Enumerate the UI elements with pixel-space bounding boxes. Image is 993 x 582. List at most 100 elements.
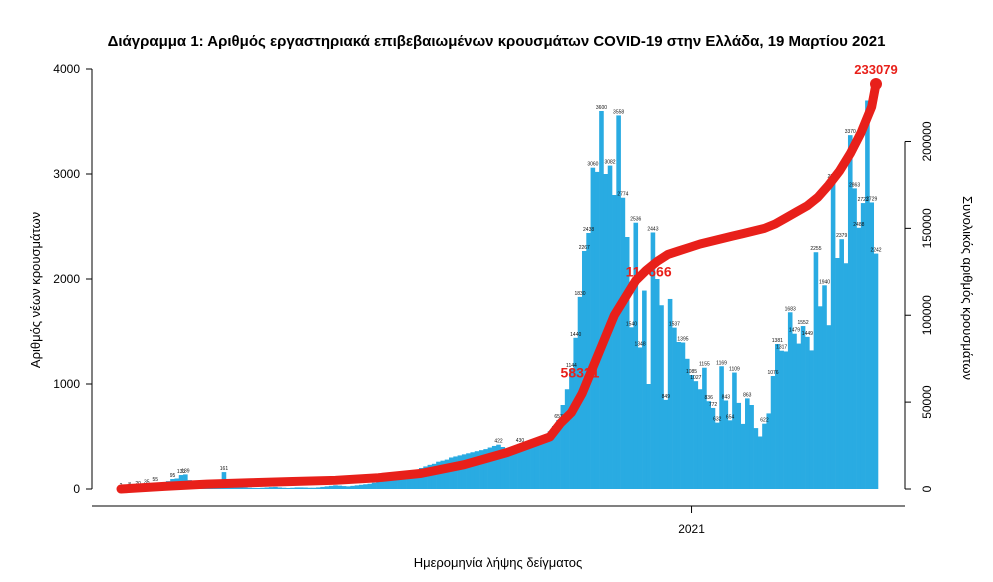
bar-value-label: 1317 — [776, 345, 787, 351]
bar — [783, 351, 789, 489]
bar — [453, 456, 458, 489]
bar — [719, 366, 724, 489]
bar-value-label: 3600 — [596, 105, 607, 111]
bar-value-label: 1830 — [574, 291, 585, 297]
bar — [449, 457, 454, 489]
left-tick-label: 4000 — [53, 62, 80, 76]
bar-value-label: 3558 — [613, 109, 624, 115]
bar — [650, 232, 656, 490]
bar — [723, 400, 729, 489]
bar — [637, 347, 643, 489]
bar-value-label: 1395 — [677, 337, 688, 343]
bar-value-label: 422 — [494, 439, 503, 445]
bar — [517, 443, 523, 489]
bar — [247, 487, 252, 489]
y2-axis-title: Συνολικός αριθμός κρουσμάτων — [960, 196, 975, 380]
bar-value-label: 3082 — [604, 160, 615, 166]
bar — [436, 461, 441, 489]
bar — [749, 405, 754, 489]
bar — [423, 466, 428, 489]
bar — [676, 342, 681, 489]
bar — [431, 463, 437, 489]
bar-value-label: 1540 — [626, 321, 637, 327]
left-tick-label: 0 — [73, 482, 80, 496]
bar — [234, 486, 240, 489]
bar-value-label: 1076 — [767, 370, 778, 376]
bar — [684, 358, 690, 489]
bar — [487, 447, 493, 489]
bar — [251, 487, 257, 489]
bar — [714, 422, 720, 489]
bar — [380, 479, 385, 489]
bar-value-label: 139 — [181, 468, 190, 474]
bar — [320, 486, 325, 489]
bar — [303, 487, 308, 489]
bar — [796, 343, 802, 489]
chart-title: Διάγραμμα 1: Αριθμός εργαστηριακά επιβεβ… — [107, 33, 886, 50]
bar — [509, 448, 514, 489]
bar — [800, 326, 806, 489]
bar — [564, 389, 570, 489]
bar — [740, 423, 746, 489]
bar — [500, 447, 506, 489]
bar — [341, 486, 347, 489]
bar — [401, 474, 407, 489]
bar-value-label: 161 — [220, 466, 229, 472]
bar — [294, 487, 300, 489]
bar — [414, 470, 420, 489]
bar-value-label: 2536 — [630, 217, 641, 223]
bar — [856, 227, 862, 489]
bar — [311, 487, 317, 489]
bar-value-label: 133 — [177, 469, 186, 475]
bar — [286, 487, 291, 489]
bar — [530, 440, 536, 489]
bar — [697, 389, 703, 489]
bar — [526, 441, 531, 489]
bar — [328, 485, 334, 489]
bar-value-label: 55 — [153, 477, 159, 483]
bar — [672, 327, 677, 489]
x-axis: 2021 — [92, 505, 905, 536]
bar — [534, 439, 540, 489]
bar — [277, 487, 283, 489]
bar-value-label: 3060 — [587, 162, 598, 168]
bar — [732, 372, 737, 489]
bar-value-label: 1085 — [686, 369, 697, 375]
bar — [642, 290, 647, 489]
bar-value-label: 1479 — [789, 328, 800, 334]
bar — [466, 453, 471, 489]
bar-value-label: 3370 — [845, 129, 856, 135]
bar — [805, 336, 810, 489]
left-tick-label: 2000 — [53, 272, 80, 286]
bar — [371, 482, 377, 489]
bar-value-label: 632 — [713, 417, 722, 423]
bar — [543, 436, 548, 489]
bar — [243, 487, 248, 489]
bar — [770, 376, 776, 489]
left-y-axis: 0 1000 2000 3000 4000 — [53, 62, 93, 496]
bar-value-label: 2443 — [647, 226, 658, 232]
x-axis-title: Ημερομηνία λήψης δείγματος — [414, 555, 583, 570]
bar-value-label: 657 — [554, 414, 563, 420]
bar — [745, 398, 750, 489]
bar-value-label: 1109 — [729, 367, 740, 373]
bar — [479, 450, 484, 489]
bar — [384, 478, 390, 489]
bar-value-label: 35 — [144, 479, 150, 485]
bar — [496, 444, 501, 489]
bar — [504, 449, 510, 489]
bar — [491, 445, 497, 489]
x-tick-label: 2021 — [678, 522, 705, 536]
bar — [376, 480, 381, 489]
bar-value-label: 836 — [705, 395, 714, 401]
right-tick-label: 200000 — [920, 121, 934, 161]
left-tick-label: 1000 — [53, 377, 80, 391]
annotation-label: 233079 — [854, 62, 897, 77]
bar — [397, 475, 403, 489]
bar — [539, 438, 544, 489]
bar-value-label: 2723 — [858, 197, 869, 203]
bar-value-label: 1144 — [566, 363, 577, 369]
bar-value-label: 2267 — [579, 245, 590, 251]
bar-value-label: 863 — [743, 392, 752, 398]
